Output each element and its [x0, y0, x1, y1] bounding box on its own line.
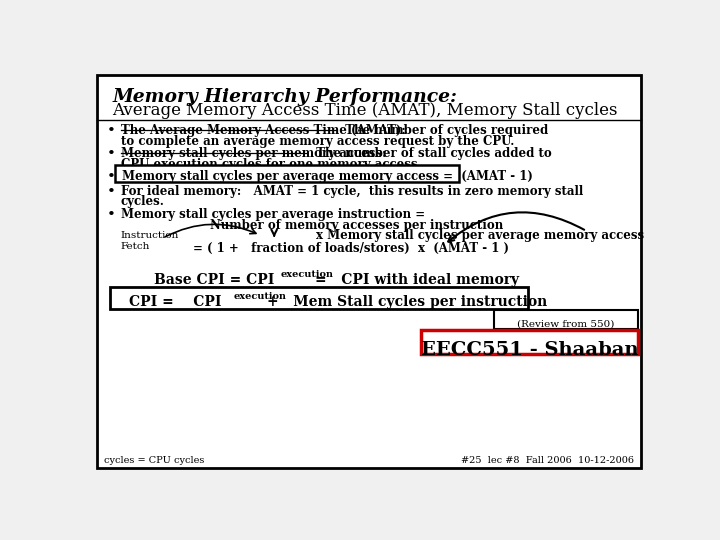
Text: +   Mem Stall cycles per instruction: + Mem Stall cycles per instruction: [267, 295, 548, 309]
Text: = ( 1 +   fraction of loads/stores)  x  (AMAT - 1 ): = ( 1 + fraction of loads/stores) x (AMA…: [193, 242, 509, 255]
Text: =   CPI with ideal memory: = CPI with ideal memory: [315, 273, 519, 287]
Text: to complete an average memory access request by the CPU.: to complete an average memory access req…: [121, 134, 514, 147]
Text: Memory stall cycles per memory access:: Memory stall cycles per memory access:: [121, 147, 386, 160]
Text: EECC551 - Shaaban: EECC551 - Shaaban: [421, 341, 639, 359]
Text: CPU execution cycles for one memory access.: CPU execution cycles for one memory acce…: [121, 158, 421, 171]
Text: Instruction
Fetch: Instruction Fetch: [121, 231, 179, 251]
Text: cycles = CPU cycles: cycles = CPU cycles: [104, 456, 204, 464]
Text: •: •: [107, 208, 116, 222]
FancyBboxPatch shape: [421, 330, 638, 354]
Text: Memory Hierarchy Performance:: Memory Hierarchy Performance:: [112, 87, 457, 106]
Text: The number of stall cycles added to: The number of stall cycles added to: [307, 147, 552, 160]
Text: •: •: [107, 170, 116, 184]
Text: Number of memory accesses per instruction: Number of memory accesses per instructio…: [210, 219, 503, 233]
Text: CPI =    CPI: CPI = CPI: [129, 295, 222, 309]
Text: Memory stall cycles per average instruction =: Memory stall cycles per average instruct…: [121, 208, 425, 221]
Text: #25  lec #8  Fall 2006  10-12-2006: #25 lec #8 Fall 2006 10-12-2006: [461, 456, 634, 464]
Text: The Average Memory Access Time (AMAT):: The Average Memory Access Time (AMAT):: [121, 124, 405, 137]
Text: Base CPI = CPI: Base CPI = CPI: [154, 273, 274, 287]
Text: •: •: [107, 185, 116, 199]
Text: Memory stall cycles per average memory access =  (AMAT - 1): Memory stall cycles per average memory a…: [122, 170, 534, 183]
FancyBboxPatch shape: [494, 310, 638, 329]
FancyBboxPatch shape: [96, 75, 641, 468]
Text: execution: execution: [281, 270, 334, 279]
Text: The number of cycles required: The number of cycles required: [337, 124, 548, 137]
FancyBboxPatch shape: [109, 287, 528, 309]
Text: For ideal memory:   AMAT = 1 cycle,  this results in zero memory stall: For ideal memory: AMAT = 1 cycle, this r…: [121, 185, 583, 198]
Text: •: •: [107, 124, 116, 138]
Text: (Review from 550): (Review from 550): [517, 320, 615, 329]
Text: x Memory stall cycles per average memory access: x Memory stall cycles per average memory…: [316, 230, 644, 242]
Text: •: •: [107, 147, 116, 161]
Text: cycles.: cycles.: [121, 195, 165, 208]
FancyBboxPatch shape: [114, 165, 459, 182]
Text: execution: execution: [234, 292, 287, 301]
Text: Average Memory Access Time (AMAT), Memory Stall cycles: Average Memory Access Time (AMAT), Memor…: [112, 102, 618, 119]
